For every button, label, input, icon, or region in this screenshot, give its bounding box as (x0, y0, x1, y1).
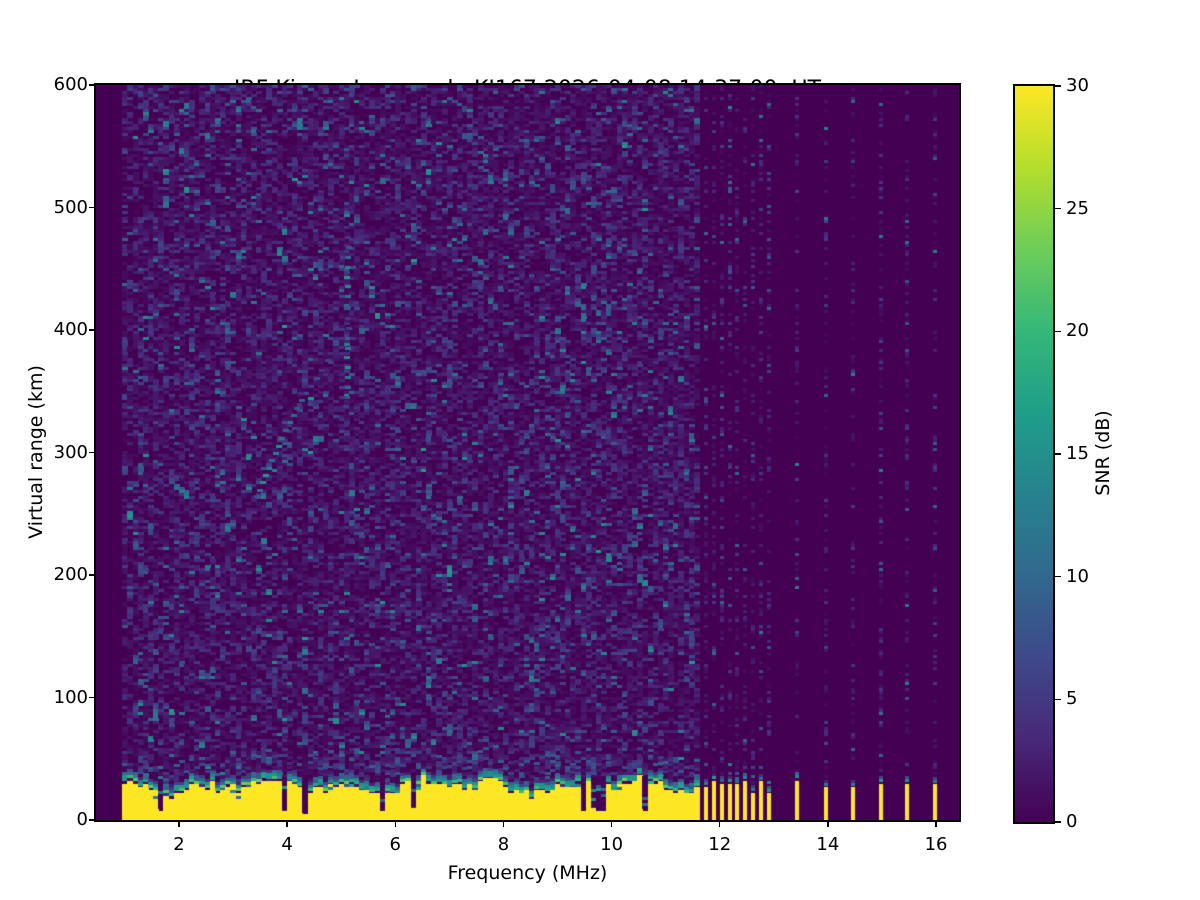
colorbar-tick-label: 20 (1066, 320, 1089, 342)
colorbar-tick-mark (1055, 698, 1061, 701)
colorbar-tick-mark (1055, 330, 1061, 333)
y-tick-mark (89, 574, 96, 576)
x-tick-mark (827, 820, 829, 827)
y-tick-mark (89, 206, 96, 209)
colorbar-gradient (1015, 86, 1053, 822)
x-tick-mark (178, 820, 180, 827)
y-tick-label: 100 (53, 686, 88, 708)
colorbar-tick-mark (1055, 575, 1061, 578)
colorbar-tick-label: 15 (1066, 443, 1089, 464)
colorbar-tick-mark (1055, 453, 1061, 455)
y-tick-mark (89, 696, 96, 699)
y-axis-label: Virtual range (km) (25, 365, 47, 539)
y-tick-mark (89, 84, 96, 86)
x-tick-label: 2 (173, 834, 185, 855)
colorbar-tick-label: 5 (1066, 688, 1078, 710)
x-tick-label: 6 (389, 834, 402, 855)
y-tick-mark (89, 329, 96, 331)
colorbar-label: SNR (dB) (1092, 410, 1114, 496)
colorbar-tick-mark (1055, 85, 1061, 87)
x-tick-mark (718, 820, 721, 827)
x-tick-label: 16 (924, 834, 948, 855)
ionogram-heatmap-canvas (96, 85, 959, 820)
x-tick-label: 14 (816, 834, 840, 855)
x-tick-label: 12 (708, 834, 732, 855)
x-tick-mark (610, 820, 613, 827)
y-tick-label: 600 (53, 74, 88, 95)
y-tick-label: 400 (53, 319, 88, 340)
colorbar-tick-label: 10 (1066, 565, 1089, 587)
y-tick-label: 200 (53, 564, 88, 585)
y-tick-mark (89, 451, 96, 454)
colorbar-tick-mark (1055, 821, 1061, 823)
colorbar-tick-label: 25 (1066, 197, 1089, 219)
y-tick-label: 0 (76, 809, 88, 830)
x-tick-mark (935, 820, 937, 827)
y-tick-label: 500 (53, 196, 88, 218)
y-tick-mark (89, 819, 96, 821)
x-tick-label: 4 (281, 834, 293, 855)
x-tick-label: 10 (600, 834, 624, 855)
x-axis-label: Frequency (MHz) (447, 862, 608, 884)
colorbar-tick-label: 0 (1066, 811, 1078, 832)
colorbar-tick-mark (1055, 207, 1061, 210)
x-tick-mark (394, 820, 397, 827)
plot-area (94, 83, 961, 822)
y-tick-label: 300 (53, 441, 88, 463)
colorbar-tick-label: 30 (1066, 75, 1089, 96)
x-tick-mark (286, 820, 288, 827)
colorbar (1013, 84, 1055, 824)
x-tick-label: 8 (497, 834, 510, 855)
x-tick-mark (502, 820, 505, 827)
